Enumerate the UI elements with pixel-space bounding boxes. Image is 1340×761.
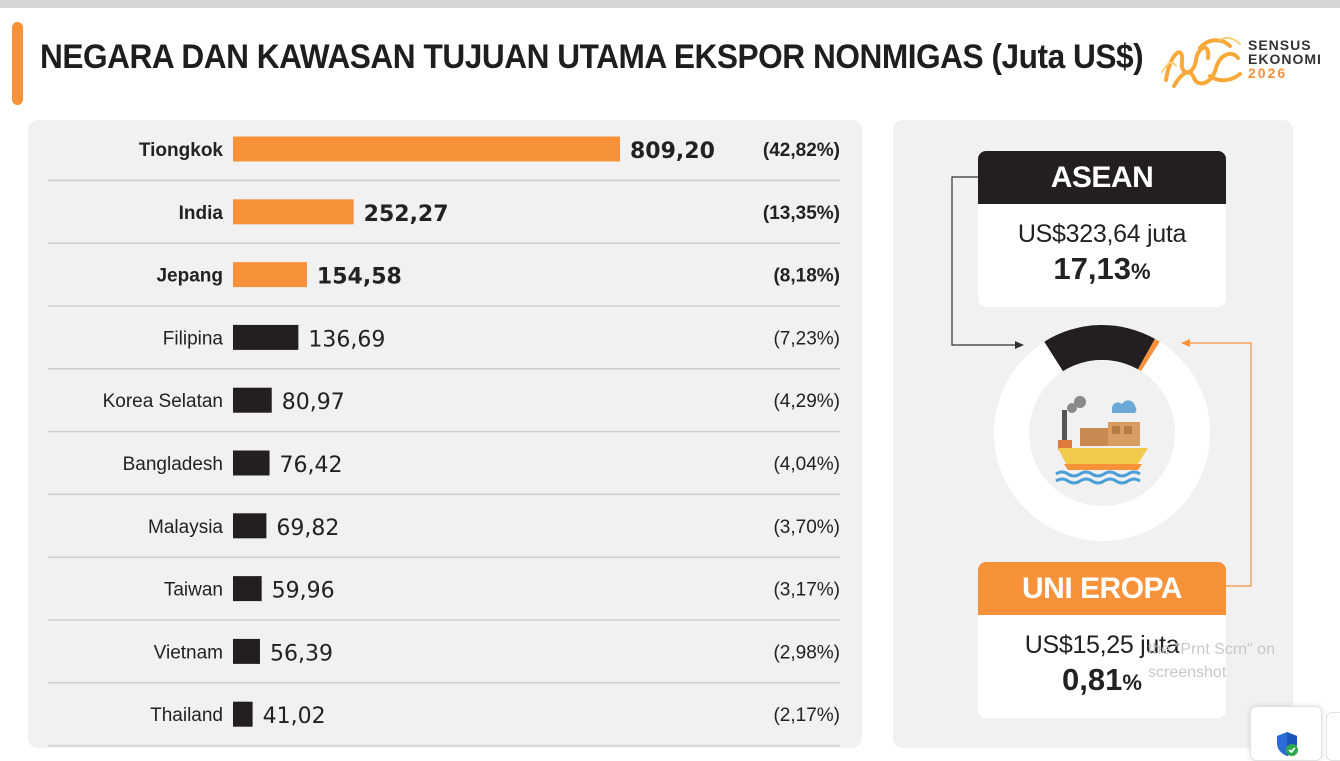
value-label: 59,96 — [272, 579, 335, 604]
asean-card-title: ASEAN — [978, 151, 1226, 204]
bar-malaysia — [233, 513, 267, 539]
share-label: (13,35%) — [763, 203, 840, 224]
value-label: 41,02 — [263, 704, 326, 729]
bar-india — [233, 199, 354, 225]
category-label: India — [179, 203, 224, 224]
tray-widget-edge[interactable] — [1326, 712, 1340, 761]
eu-connector-line — [1188, 342, 1252, 587]
share-label: (7,23%) — [773, 328, 840, 349]
export-bar-chart: Tiongkok 809,20 (42,82%) India 252,27 (13,35%… — [48, 136, 840, 747]
bar-korea-selatan — [233, 387, 272, 413]
category-label: Taiwan — [164, 580, 223, 601]
asean-card: ASEAN US$323,64 juta 17,13% — [978, 151, 1226, 307]
cargo-ship-icon — [1055, 396, 1148, 485]
bar-chart-panel: Tiongkok 809,20 (42,82%) India 252,27 (13,35%… — [28, 120, 862, 748]
bar-vietnam — [233, 638, 260, 664]
value-label: 69,82 — [276, 516, 339, 541]
security-tray-widget[interactable] — [1250, 706, 1322, 761]
logo-line-3: 2026 — [1248, 65, 1288, 81]
bar-bangladesh — [233, 450, 270, 476]
value-label: 154,58 — [317, 265, 402, 290]
eu-connector-arrow — [1181, 339, 1190, 347]
asean-share-number: 17,13 — [1053, 251, 1131, 286]
logo-line-2: EKONOMI — [1248, 51, 1322, 67]
category-label: Malaysia — [148, 517, 223, 538]
bar-filipina — [233, 324, 299, 350]
screenshot-watermark: the "Prnt Scrn" on screenshot — [1148, 638, 1275, 684]
share-label: (2,17%) — [773, 705, 840, 726]
sensus-logo-icon — [1161, 36, 1242, 88]
eu-value: US$15,25 juta — [1024, 631, 1180, 659]
logo-line-1: SENSUS — [1248, 37, 1312, 53]
title-accent-bar — [12, 22, 23, 105]
share-label: (2,98%) — [773, 642, 840, 663]
value-label: 56,39 — [270, 641, 333, 666]
sensus-logo: SENSUS EKONOMI 2026 — [1160, 32, 1330, 92]
asean-share-arc — [1044, 325, 1155, 372]
category-label: Jepang — [156, 266, 223, 287]
top-strip — [0, 0, 1340, 8]
asean-connector-arrow — [1015, 341, 1024, 349]
value-label: 80,97 — [282, 390, 345, 415]
watermark-line-1: the "Prnt Scrn" on — [1148, 641, 1275, 658]
eu-share: 0,81% — [978, 662, 1226, 698]
eu-card: UNI EROPA US$15,25 juta 0,81% — [978, 562, 1226, 718]
eu-share-sign: % — [1122, 670, 1142, 695]
eu-card-title: UNI EROPA — [978, 562, 1226, 615]
eu-share-number: 0,81 — [1062, 662, 1123, 697]
asean-value: US$323,64 juta — [1017, 220, 1187, 248]
bar-taiwan — [233, 576, 262, 602]
category-label: Tiongkok — [139, 140, 224, 161]
bar-jepang — [233, 262, 307, 288]
shield-check-icon[interactable] — [1275, 731, 1299, 757]
page-title: NEGARA DAN KAWASAN TUJUAN UTAMA EKSPOR N… — [40, 38, 1144, 76]
bar-tiongkok — [233, 136, 620, 162]
asean-share-sign: % — [1131, 259, 1151, 284]
asean-connector-line — [951, 176, 1018, 346]
category-label: Korea Selatan — [103, 391, 223, 412]
share-label: (4,29%) — [773, 391, 840, 412]
bar-thailand — [233, 701, 253, 727]
category-label: Bangladesh — [123, 454, 223, 475]
share-label: (3,17%) — [773, 580, 840, 601]
category-label: Thailand — [150, 705, 223, 726]
share-label: (8,18%) — [773, 266, 840, 287]
watermark-line-2: screenshot — [1148, 664, 1227, 681]
value-label: 809,20 — [630, 139, 715, 164]
share-label: (4,04%) — [773, 454, 840, 475]
value-label: 252,27 — [364, 202, 449, 227]
share-label: (3,70%) — [773, 517, 840, 538]
eu-share-arc — [1137, 338, 1160, 372]
category-label: Vietnam — [154, 642, 223, 663]
asean-share: 17,13% — [978, 251, 1226, 287]
category-label: Filipina — [163, 328, 224, 349]
share-label: (42,82%) — [763, 140, 840, 161]
value-label: 76,42 — [280, 453, 343, 478]
value-label: 136,69 — [308, 327, 385, 352]
